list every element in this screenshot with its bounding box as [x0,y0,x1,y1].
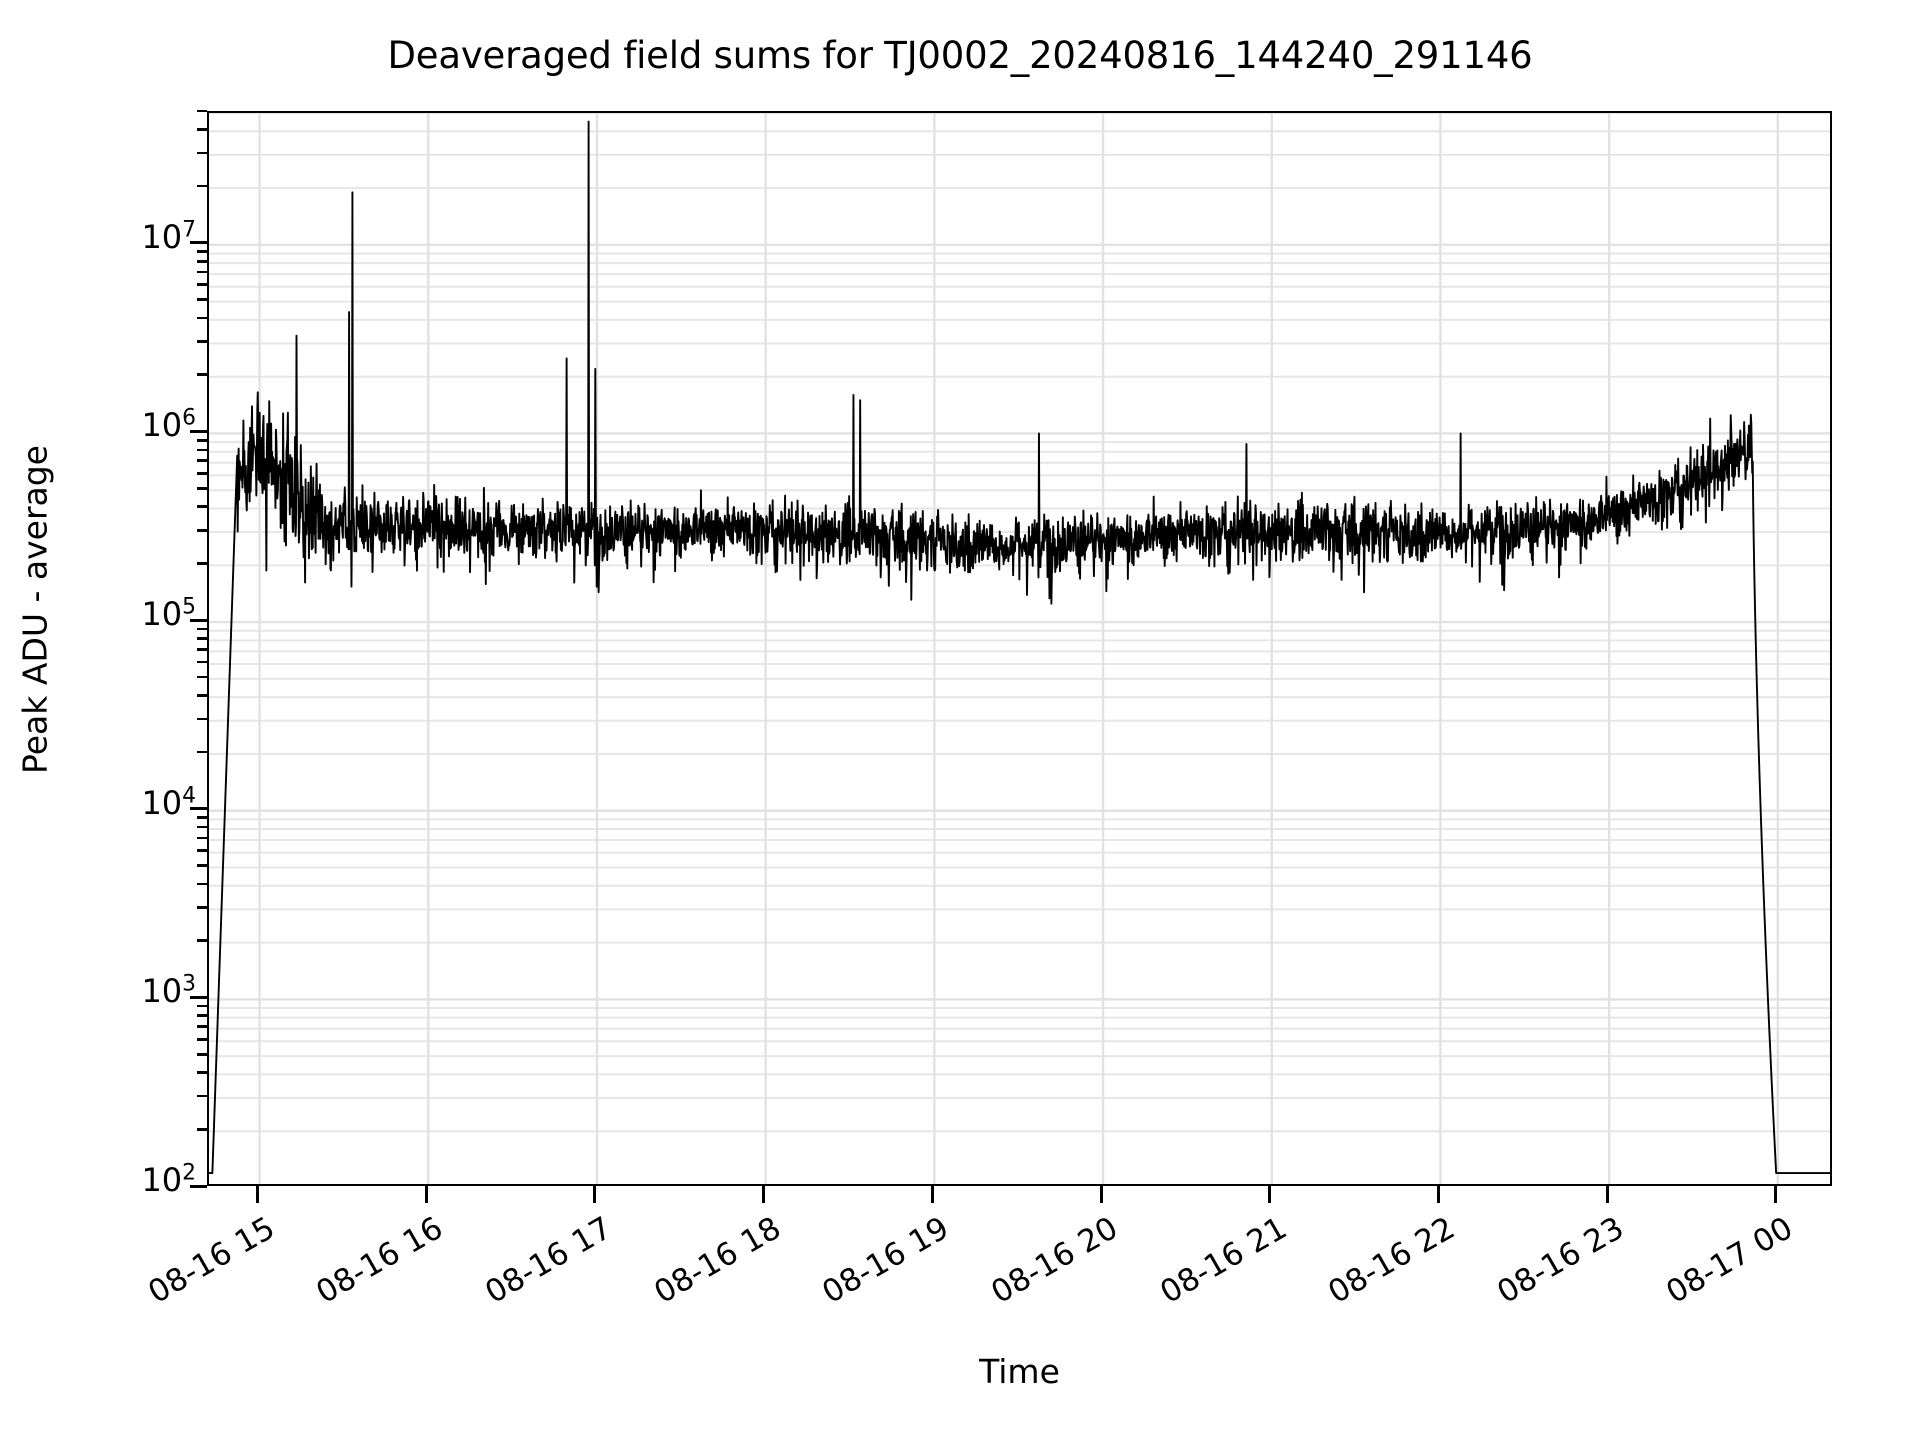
y-axis-minor-tick [197,1038,207,1041]
y-tick-exponent: 7 [182,217,196,243]
y-axis-minor-tick [197,660,207,664]
page-title: Deaveraged field sums for TJ0002_2024081… [387,34,1533,77]
x-axis-major-tick [1268,1186,1272,1203]
y-axis-minor-tick [197,298,207,302]
data-series-line [209,120,1830,1175]
y-axis-major-tick [190,618,207,622]
y-axis-minor-tick [197,283,207,287]
y-axis-minor-tick [197,184,207,188]
y-axis-minor-tick [197,1025,207,1028]
y-tick-label: 104 [141,783,196,822]
y-axis-minor-tick [197,1128,207,1131]
y-axis-minor-tick [197,906,207,909]
y-tick-exponent: 3 [182,971,196,997]
y-axis-minor-tick [197,1071,207,1074]
y-tick-label: 103 [141,971,196,1011]
y-axis-minor-tick [197,836,207,840]
y-axis-minor-tick [197,487,207,490]
y-axis-minor-tick [197,472,207,475]
y-axis-major-tick [190,241,207,245]
y-tick-mantissa: 10 [141,783,183,822]
x-axis-major-tick [1605,1186,1609,1203]
y-axis-minor-tick [197,128,207,131]
series-path [209,120,1830,1175]
y-axis-minor-tick [197,637,207,640]
y-axis-major-tick [190,1184,207,1188]
y-axis-minor-tick [197,939,207,942]
y-axis-minor-tick [197,1094,207,1098]
x-axis-major-tick [424,1186,428,1203]
x-axis-major-tick [256,1186,260,1203]
y-axis-minor-tick [197,1014,207,1018]
y-axis-minor-tick [197,151,207,155]
x-axis-major-tick [762,1186,766,1203]
y-tick-exponent: 2 [182,1160,196,1186]
y-axis-minor-tick [197,505,207,508]
y-axis-major-tick [190,430,207,434]
y-tick-label: 106 [141,405,196,445]
y-tick-label: 107 [141,217,196,256]
y-axis-label: Peak ADU - average [15,445,55,774]
y-tick-label: 105 [141,595,196,634]
x-axis-label: Time [979,1352,1060,1391]
x-axis-major-tick [1774,1186,1778,1203]
y-axis-minor-tick [197,816,207,819]
y-axis-minor-tick [197,528,207,532]
y-axis-minor-tick [197,627,207,631]
y-axis-major-tick [190,807,207,811]
y-axis-minor-tick [197,1052,207,1056]
y-axis-major-tick [190,995,207,999]
y-axis-minor-tick [197,109,207,113]
y-axis-minor-tick [197,259,207,263]
y-tick-mantissa: 10 [141,406,183,445]
y-tick-mantissa: 10 [141,217,183,256]
y-axis-minor-tick [197,864,207,867]
y-tick-mantissa: 10 [141,972,183,1011]
y-axis-minor-tick [197,675,207,679]
plot-area[interactable] [207,111,1832,1186]
y-axis-minor-tick [197,270,207,274]
y-axis-minor-tick [197,825,207,829]
y-axis-minor-tick [197,373,207,377]
y-tick-exponent: 6 [182,405,196,431]
y-axis-minor-tick [197,448,207,452]
y-tick-mantissa: 10 [141,595,183,634]
x-axis-major-tick [1436,1186,1440,1203]
y-axis-minor-tick [197,1004,207,1008]
y-axis-minor-tick [197,849,207,852]
y-tick-label: 102 [141,1161,196,1199]
y-axis-minor-tick [197,882,207,886]
y-axis-minor-tick [197,340,207,343]
y-axis-minor-tick [197,459,207,463]
y-axis-minor-tick [197,250,207,253]
x-axis-major-tick [930,1186,934,1203]
y-tick-mantissa: 10 [141,1161,183,1199]
y-tick-exponent: 4 [182,783,196,809]
x-axis-major-tick [593,1186,597,1203]
y-axis-minor-tick [197,648,207,651]
y-axis-minor-tick [197,562,207,565]
y-axis-minor-tick [197,693,207,697]
x-axis-major-tick [1099,1186,1103,1203]
y-axis-minor-tick [197,438,207,442]
y-axis-minor-tick [197,717,207,721]
y-axis-minor-tick [197,750,207,754]
y-tick-exponent: 5 [182,594,196,620]
y-axis-minor-tick [197,316,207,320]
